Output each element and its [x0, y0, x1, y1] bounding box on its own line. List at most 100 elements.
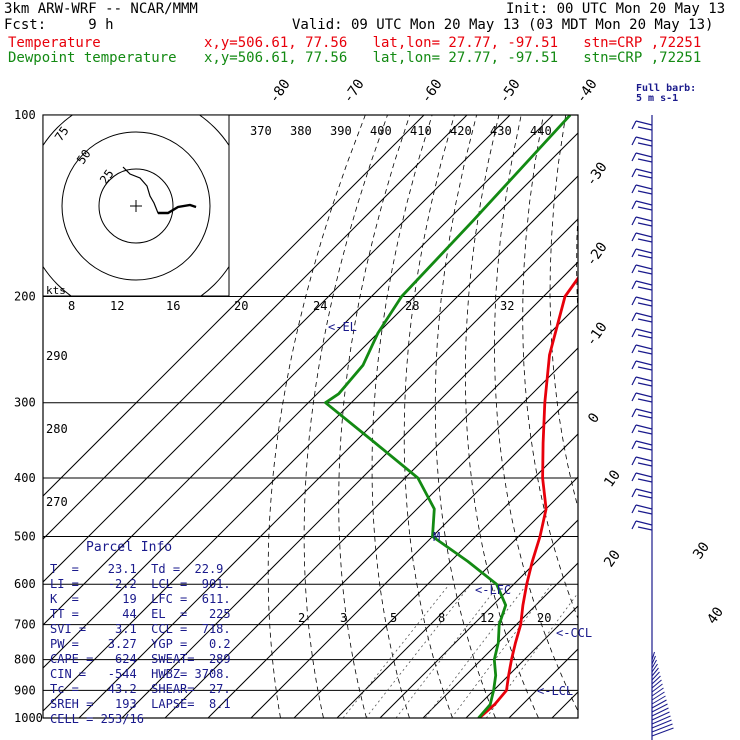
wind-barb-flag	[637, 398, 653, 403]
wind-barb-flag	[635, 232, 653, 238]
wind-barb-lower	[651, 651, 655, 661]
speed-tick-label: 24	[313, 299, 327, 313]
isotherm-line	[121, 261, 578, 718]
isotherm-label: -10	[583, 319, 611, 349]
wind-barb-tick	[631, 360, 637, 370]
isotherm-label: 30	[690, 539, 713, 562]
wind-barb	[631, 328, 653, 339]
wind-barb-tick	[631, 504, 637, 514]
pressure-tick-label: 300	[14, 396, 36, 410]
wind-barb	[631, 408, 653, 419]
dry-adiabat	[434, 115, 496, 718]
wind-barb	[631, 520, 653, 531]
wind-barb	[631, 232, 653, 243]
mixing-ratio-line	[342, 583, 450, 718]
dewpoint-location: x,y=506.61, 77.56 lat,lon= 27.77, -97.51…	[204, 50, 702, 66]
wind-barb-flag	[635, 424, 653, 430]
wind-barb-flag	[637, 142, 653, 147]
sounding-annotation: <-CCL	[556, 626, 592, 640]
isotherm-label: 0	[585, 410, 603, 426]
wind-barb-flag	[637, 350, 653, 355]
wind-barb-tick	[631, 184, 637, 194]
wind-barb	[631, 264, 653, 275]
parcel-info-title: Parcel Info	[86, 540, 173, 555]
wind-barb	[631, 168, 653, 179]
hodograph-trace-lower	[158, 203, 197, 215]
wind-barb-flag	[637, 526, 653, 531]
temperature-legend: Temperature	[8, 35, 101, 51]
theta-label: 370	[250, 124, 272, 138]
isotherm-label: 40	[704, 604, 727, 627]
wind-barb-tick	[631, 232, 637, 242]
wind-barb-tick	[631, 136, 637, 146]
wind-barb-lower	[651, 679, 662, 689]
wind-barb-flag	[637, 174, 653, 179]
wind-barb	[631, 200, 653, 211]
parcel-row: K = 19 LFC = 611.	[50, 592, 231, 606]
sounding-annotation: M	[433, 530, 440, 544]
wind-barb-flag	[635, 280, 653, 286]
wind-barb-flag	[637, 270, 653, 275]
wind-barb-flag	[637, 366, 653, 371]
wind-barb-tick	[631, 280, 637, 290]
theta-label: 430	[490, 124, 512, 138]
isotherm-label: -30	[583, 159, 611, 189]
dry-adiabat	[493, 115, 578, 712]
parcel-row: Tc = 43.2 SHEAR= 27.	[50, 682, 231, 696]
wind-barb-flag	[637, 382, 653, 387]
wind-barb-flag	[635, 296, 653, 302]
wind-barb-flag	[635, 360, 653, 366]
theta-label: 390	[330, 124, 352, 138]
plot-frame	[42, 114, 579, 719]
dry-adiabat	[652, 115, 740, 718]
wind-barb-flag	[637, 206, 653, 211]
mixing-ratio-label: 12	[480, 611, 494, 625]
wind-barb-lower	[651, 723, 673, 733]
pressure-tick-label: 600	[14, 577, 36, 591]
isotherm-label: -60	[418, 76, 446, 106]
isotherm-line	[250, 390, 578, 718]
wind-barb	[631, 456, 653, 467]
isotherm-label: -80	[266, 76, 294, 106]
wind-barb-tick	[631, 168, 637, 178]
wind-barb-lower	[651, 675, 661, 685]
dry-adiabat	[267, 115, 366, 718]
pressure-tick-label: 200	[14, 290, 36, 304]
theta-e-label: 270	[46, 495, 68, 509]
wind-barb-tick	[631, 408, 637, 418]
wind-barb	[631, 504, 653, 515]
wind-barb-flag	[635, 520, 653, 526]
wind-barb-tick	[631, 296, 637, 306]
wind-barb-flag	[635, 344, 653, 350]
wind-barb-lower	[651, 655, 656, 665]
wind-barb-tick	[631, 520, 637, 530]
wind-barb-tick	[631, 328, 637, 338]
wind-barb-tick	[631, 424, 637, 434]
wind-barb	[631, 392, 653, 403]
isotherm-label: -40	[573, 76, 601, 106]
isotherm-line	[43, 115, 511, 583]
wind-barb-flag	[637, 478, 653, 483]
wind-barb-flag	[637, 254, 653, 259]
wind-barb-lower	[651, 707, 669, 717]
hodograph-ring	[61, 131, 211, 281]
wind-barb-tick	[631, 216, 637, 226]
isotherm-line	[164, 304, 578, 718]
isotherm-line	[78, 218, 578, 718]
dry-adiabat	[338, 115, 411, 718]
wind-barb-lower	[651, 727, 674, 737]
wind-barb	[631, 152, 653, 163]
wind-barb-lower	[651, 703, 668, 713]
wind-barb-flag	[635, 312, 653, 318]
parcel-row: CIN = -544 HWBZ= 3708.	[50, 667, 231, 681]
wind-barb-flag	[637, 190, 653, 195]
mixing-ratio-label: 8	[438, 611, 445, 625]
wind-barb-tick	[631, 472, 637, 482]
isotherm-label: 10	[601, 467, 624, 490]
wind-barb-tick	[631, 488, 637, 498]
wind-barb-flag	[635, 264, 653, 270]
wind-barb-legend-line2: 5 m s-1	[636, 93, 679, 104]
hodograph-ring-label: 75	[52, 124, 72, 144]
sounding-annotation: <-EL	[328, 320, 357, 334]
